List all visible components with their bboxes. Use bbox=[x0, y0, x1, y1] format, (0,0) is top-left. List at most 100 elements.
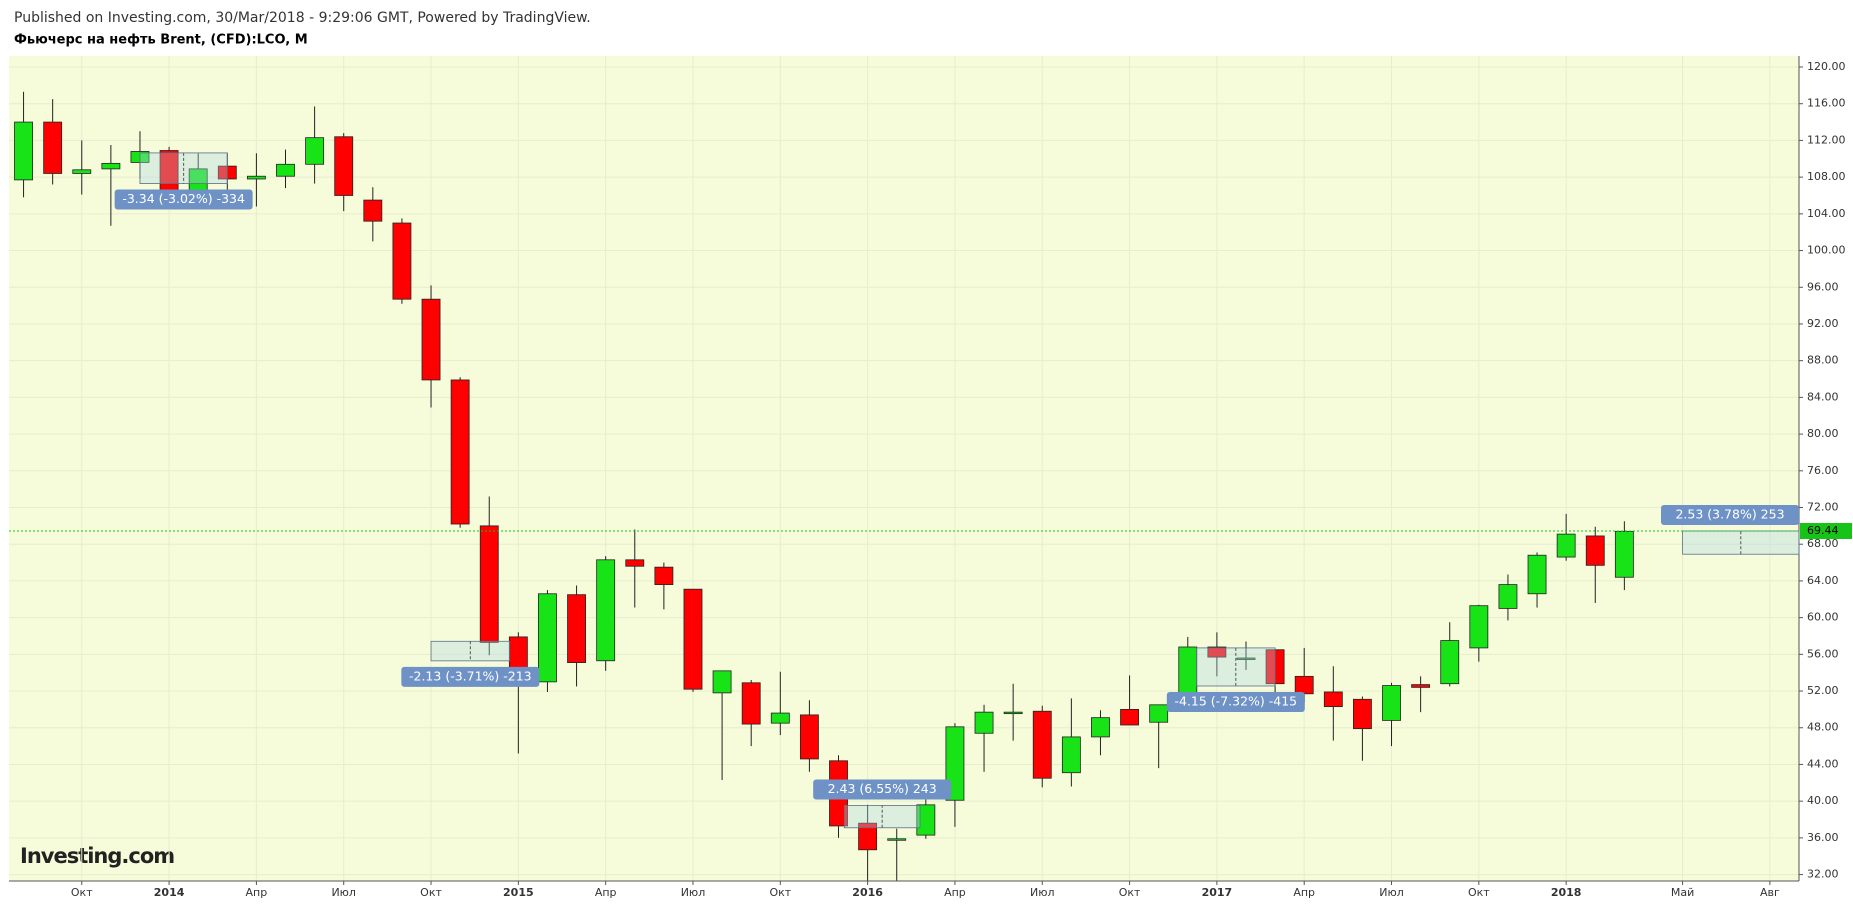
candle bbox=[1411, 676, 1431, 713]
x-tick-label: Окт bbox=[71, 886, 93, 899]
candle-body bbox=[770, 712, 790, 724]
x-tick-label: Май bbox=[1671, 886, 1694, 899]
y-tick-label: 76.00 bbox=[1807, 464, 1839, 477]
candle bbox=[72, 140, 92, 195]
x-tick-label: Апр bbox=[1293, 886, 1315, 899]
measure-label: 2.43 (6.55%) 243 bbox=[828, 781, 937, 796]
candle-body bbox=[1614, 530, 1634, 578]
x-tick-label: Апр bbox=[595, 886, 617, 899]
candle-body bbox=[625, 559, 645, 567]
measure-label: 2.53 (3.78%) 253 bbox=[1675, 506, 1784, 521]
candle-body bbox=[538, 593, 557, 683]
candle-body bbox=[1207, 646, 1227, 658]
candle bbox=[334, 133, 354, 212]
x-tick-label: Июл bbox=[1030, 886, 1055, 899]
candle-body bbox=[974, 711, 994, 734]
candle-body bbox=[1323, 691, 1343, 708]
y-tick-label: 80.00 bbox=[1807, 427, 1839, 440]
candle-body bbox=[421, 298, 441, 381]
y-tick-label: 92.00 bbox=[1807, 317, 1839, 330]
candle-body bbox=[1585, 535, 1605, 566]
x-tick-label: Окт bbox=[420, 886, 442, 899]
candle bbox=[1382, 682, 1401, 747]
candle bbox=[43, 99, 63, 185]
measure-label: -3.34 (-3.02%) -334 bbox=[122, 191, 245, 206]
candle-body bbox=[1003, 711, 1023, 715]
y-tick-label: 120.00 bbox=[1807, 60, 1846, 73]
last-price-tag bbox=[1800, 522, 1852, 539]
candle-body bbox=[363, 199, 383, 222]
measure-label-bg bbox=[401, 666, 540, 687]
logo: Investing.com bbox=[20, 844, 174, 868]
y-tick-label: 108.00 bbox=[1807, 170, 1846, 183]
candle bbox=[1527, 552, 1547, 608]
candle-body bbox=[276, 163, 295, 177]
y-tick-label: 56.00 bbox=[1807, 647, 1839, 660]
candle-body bbox=[101, 162, 121, 170]
candle bbox=[538, 590, 557, 692]
candle bbox=[567, 585, 586, 687]
candle-body bbox=[1352, 698, 1372, 730]
y-tick-label: 112.00 bbox=[1807, 133, 1846, 146]
candle-body bbox=[14, 121, 33, 181]
candle bbox=[305, 106, 325, 184]
candle bbox=[712, 670, 732, 781]
candle-body bbox=[1411, 684, 1431, 688]
candle-body bbox=[858, 822, 878, 851]
x-tick-label: Июл bbox=[681, 886, 706, 899]
candle bbox=[450, 377, 470, 528]
candle bbox=[770, 671, 790, 736]
candle-body bbox=[1556, 533, 1576, 558]
candle bbox=[654, 562, 674, 610]
candle-body bbox=[1032, 710, 1052, 779]
y-tick-label: 36.00 bbox=[1807, 831, 1839, 844]
y-tick-label: 100.00 bbox=[1807, 244, 1846, 257]
x-tick-label: Июл bbox=[1379, 886, 1404, 899]
y-tick-label: 40.00 bbox=[1807, 794, 1839, 807]
candle bbox=[276, 149, 295, 189]
y-tick-label: 96.00 bbox=[1807, 280, 1839, 293]
candle-body bbox=[72, 169, 92, 174]
measure-label-bg bbox=[1166, 691, 1305, 712]
y-tick-label: 64.00 bbox=[1807, 574, 1839, 587]
plot-background bbox=[9, 56, 1799, 881]
candle-body bbox=[567, 594, 586, 663]
y-tick-label: 32.00 bbox=[1807, 868, 1839, 881]
candle-body bbox=[916, 804, 936, 836]
y-tick-label: 84.00 bbox=[1807, 390, 1839, 403]
measure-label: -4.15 (-7.32%) -415 bbox=[1174, 693, 1297, 708]
candle-body bbox=[1498, 584, 1518, 609]
candle bbox=[1469, 604, 1489, 662]
candle bbox=[1614, 521, 1634, 591]
candle bbox=[421, 285, 441, 408]
x-tick-label: 2014 bbox=[154, 886, 185, 899]
candle bbox=[1120, 675, 1139, 726]
measure-label-bg bbox=[813, 779, 952, 800]
candle-body bbox=[1061, 736, 1081, 774]
candle bbox=[392, 218, 412, 304]
x-tick-label: 2016 bbox=[852, 886, 883, 899]
candle bbox=[1323, 666, 1343, 741]
measure-label-bg bbox=[114, 189, 253, 210]
measure-label: -2.13 (-3.71%) -213 bbox=[409, 668, 532, 683]
candle-body bbox=[596, 559, 616, 662]
candle bbox=[101, 145, 121, 226]
x-tick-label: Апр bbox=[944, 886, 966, 899]
candle bbox=[1498, 574, 1518, 621]
candle bbox=[799, 700, 819, 772]
plot bbox=[9, 56, 1799, 881]
y-tick-label: 72.00 bbox=[1807, 501, 1839, 514]
y-tick-label: 68.00 bbox=[1807, 537, 1839, 550]
candle bbox=[1207, 632, 1227, 677]
y-tick-label: 44.00 bbox=[1807, 757, 1839, 770]
candle bbox=[1061, 698, 1081, 787]
candle-body bbox=[799, 714, 819, 760]
y-tick-label: 60.00 bbox=[1807, 611, 1839, 624]
candle-body bbox=[1294, 675, 1314, 695]
candle bbox=[974, 704, 994, 772]
candle-body bbox=[741, 682, 761, 725]
last-price-label: 69.44 bbox=[1807, 524, 1839, 537]
candle bbox=[479, 496, 499, 656]
candle-body bbox=[1236, 657, 1256, 660]
